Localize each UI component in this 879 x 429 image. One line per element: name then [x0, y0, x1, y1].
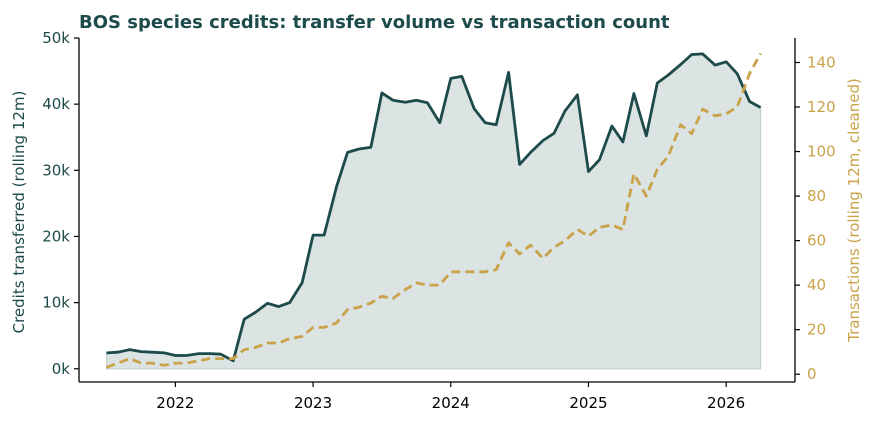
y2-tick-label: 100	[807, 143, 836, 161]
x-tick-label: 2023	[294, 394, 332, 412]
y-tick-label: 0k	[52, 360, 71, 378]
x-tick-label: 2026	[707, 394, 745, 412]
x-tick-label: 2024	[432, 394, 470, 412]
right-y-axis-label: Transactions (rolling 12m, cleaned)	[845, 78, 863, 343]
volume-area-fill	[105, 53, 762, 370]
x-tick-label: 2025	[569, 394, 607, 412]
x-tick-label: 2022	[156, 394, 194, 412]
y-tick-label: 40k	[42, 95, 70, 113]
y-tick-label: 10k	[42, 294, 70, 312]
y-tick-label: 30k	[42, 161, 70, 179]
y2-tick-label: 60	[807, 232, 826, 250]
y-tick-label: 20k	[42, 227, 70, 245]
plot-area	[105, 52, 762, 370]
left-y-axis-ticks: 0k 10k 20k 30k 40k 50k	[42, 29, 79, 378]
y-tick-label: 50k	[42, 29, 70, 47]
y2-tick-label: 40	[807, 276, 826, 294]
axes	[78, 38, 796, 383]
transactions-series-line	[105, 52, 762, 369]
chart-title: BOS species credits: transfer volume vs …	[79, 12, 670, 33]
y2-tick-label: 120	[807, 98, 836, 116]
y2-tick-label: 20	[807, 321, 826, 339]
y2-tick-label: 0	[807, 365, 817, 383]
y2-tick-label: 80	[807, 187, 826, 205]
x-axis-ticks: 2022 2023 2024 2025 2026	[156, 382, 745, 412]
left-y-axis-label: Credits transferred (rolling 12m)	[10, 91, 28, 334]
right-y-axis-ticks: 0 20 40 60 80 100 120 140	[795, 53, 836, 383]
y2-tick-label: 140	[807, 53, 836, 71]
volume-series-line	[106, 52, 762, 363]
